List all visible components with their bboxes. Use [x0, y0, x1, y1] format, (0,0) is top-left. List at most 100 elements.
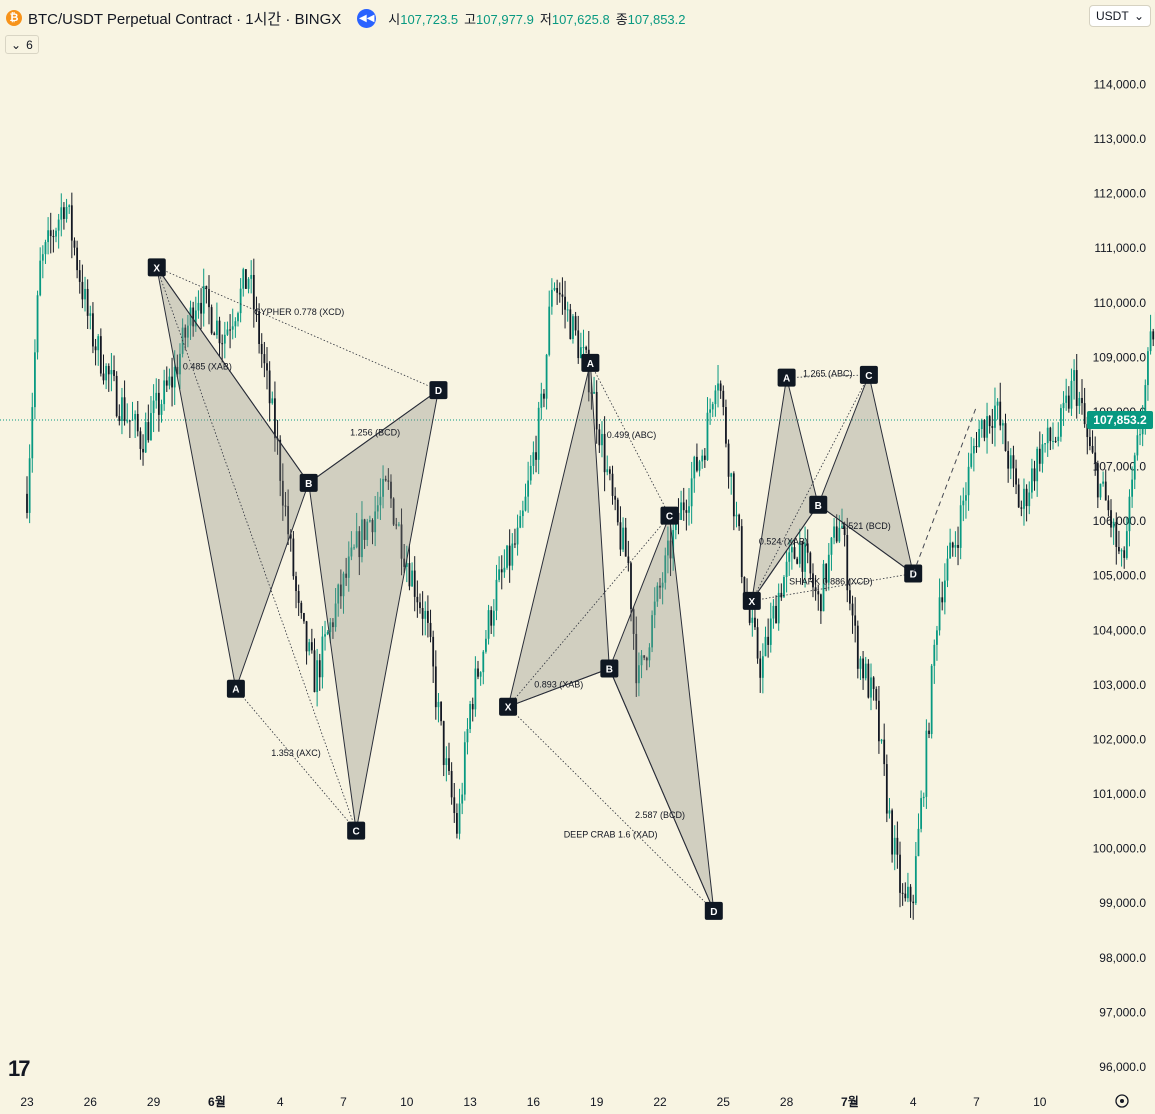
currency-value: USDT	[1096, 9, 1129, 23]
candle-body	[759, 658, 762, 678]
candle-body	[846, 534, 849, 591]
candle-body	[97, 336, 100, 351]
candle-body	[339, 584, 342, 597]
candle-body	[885, 764, 888, 814]
candle-body	[941, 597, 944, 603]
candle-body	[645, 657, 648, 661]
candle-body	[917, 828, 920, 857]
candle-body	[1131, 479, 1134, 497]
x-tick-label: 10	[1033, 1095, 1047, 1109]
y-tick-label: 104,000.0	[1093, 623, 1147, 637]
settings-icon[interactable]	[1115, 1094, 1129, 1108]
candle-body	[1020, 507, 1023, 509]
candle-body	[904, 893, 907, 899]
x-tick-label: 7	[340, 1095, 347, 1109]
chart-header: ₿ BTC/USDT Perpetual Contract · 1시간 · BI…	[6, 8, 686, 28]
pattern-point-label: A	[232, 685, 239, 696]
candle-body	[566, 309, 569, 311]
candle-body	[411, 570, 413, 587]
candle-body	[1067, 395, 1070, 409]
pattern-ratio-line	[751, 374, 870, 602]
candle-body	[688, 506, 690, 513]
candle-body	[450, 770, 453, 798]
pattern-point-label: X	[153, 263, 160, 274]
candle-body	[152, 400, 155, 414]
candle-body	[471, 703, 474, 710]
rewind-icon[interactable]: ◀◀	[357, 8, 377, 28]
last-price-label: 107,853.2	[1087, 410, 1153, 429]
candle-body	[722, 390, 725, 408]
currency-select[interactable]: USDT ⌄	[1089, 5, 1151, 27]
candle-body	[479, 672, 482, 677]
candle-body	[150, 413, 152, 441]
pattern-leg	[608, 668, 715, 912]
symbol-title[interactable]: BTC/USDT Perpetual Contract · 1시간 · BING…	[28, 10, 342, 28]
candle-body	[920, 798, 923, 829]
pattern-ratio-label: DEEP CRAB 1.6 (XAD)	[564, 830, 658, 840]
candle-body	[1110, 510, 1112, 528]
candle-body	[1065, 395, 1068, 403]
candle-body	[142, 448, 144, 453]
candle-body	[732, 473, 735, 517]
candle-body	[165, 380, 168, 386]
candle-body	[139, 431, 142, 449]
candle-body	[909, 886, 912, 902]
candle-body	[506, 545, 508, 568]
candle-body	[208, 288, 210, 308]
candle-body	[384, 478, 387, 481]
tradingview-logo[interactable]: 17	[8, 1056, 31, 1081]
candle-body	[28, 458, 31, 513]
candle-body	[237, 313, 239, 322]
candle-body	[326, 632, 329, 635]
time-axis[interactable]: 23 26 29 6월 4 7 10 13 16 19 22 25 28 7월 4 7 10	[20, 1094, 1046, 1109]
pattern-point-label: D	[710, 907, 717, 918]
candle-body	[738, 514, 741, 527]
candle-body	[685, 510, 688, 513]
candle-body	[242, 269, 245, 289]
candle-body	[266, 363, 268, 371]
candle-body	[498, 569, 501, 580]
candle-body	[756, 627, 759, 659]
y-tick-label: 112,000.0	[1094, 187, 1147, 201]
candle-body	[901, 892, 904, 894]
candle-body	[86, 288, 89, 316]
candle-body	[247, 278, 250, 289]
candle-body	[841, 526, 843, 528]
candle-body	[957, 544, 959, 548]
candle-body	[632, 609, 635, 634]
candle-body	[864, 663, 867, 679]
gartley-projection[interactable]: ENTRY106246.4GARTLEYSTOP105054.7	[912, 276, 1155, 604]
candle-body	[558, 292, 561, 295]
candle-body	[197, 302, 200, 311]
candle-body	[959, 505, 962, 548]
pattern-ratio-label: CYPHER 0.778 (XCD)	[254, 307, 344, 317]
candle-body	[835, 526, 838, 542]
ohlc-low: 저107,625.8	[539, 11, 610, 27]
candle-body	[492, 610, 495, 626]
candle-body	[1125, 531, 1128, 558]
candle-body	[622, 527, 624, 550]
candle-body	[281, 480, 284, 506]
pattern-point-label: D	[910, 570, 917, 581]
candle-body	[1054, 440, 1057, 442]
candle-body	[619, 522, 622, 550]
x-tick-label: 22	[653, 1095, 667, 1109]
price-axis[interactable]: 96,000.0 97,000.0 98,000.0 99,000.0 100,000.…	[1093, 77, 1147, 1073]
candle-body	[363, 519, 366, 540]
candle-body	[258, 311, 260, 344]
candle-body	[469, 703, 471, 730]
pattern-ratio-line	[590, 362, 670, 516]
candle-body	[991, 426, 994, 428]
candle-body	[925, 730, 928, 797]
candle-body	[809, 552, 812, 574]
indicator-toggle[interactable]: ⌄ 6	[5, 35, 39, 54]
candle-body	[667, 540, 669, 556]
x-tick-label: 4	[277, 1095, 284, 1109]
candle-body	[709, 409, 712, 413]
harmonic-patterns[interactable]: X A B C D 0.485 (XAB) 1.256 (BCD) 1.353 (AXC) CY…	[147, 258, 923, 920]
candle-body	[387, 480, 390, 482]
candle-body	[706, 412, 709, 460]
candle-body	[825, 563, 828, 583]
candle-body	[761, 656, 764, 678]
